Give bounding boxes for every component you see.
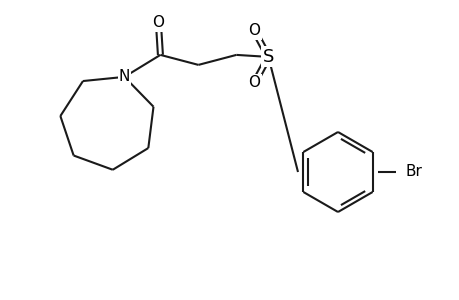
- Text: O: O: [248, 23, 260, 38]
- Text: O: O: [152, 15, 164, 30]
- Text: S: S: [262, 48, 274, 66]
- Text: O: O: [248, 75, 260, 90]
- Text: N: N: [118, 69, 130, 84]
- Text: Br: Br: [405, 164, 422, 179]
